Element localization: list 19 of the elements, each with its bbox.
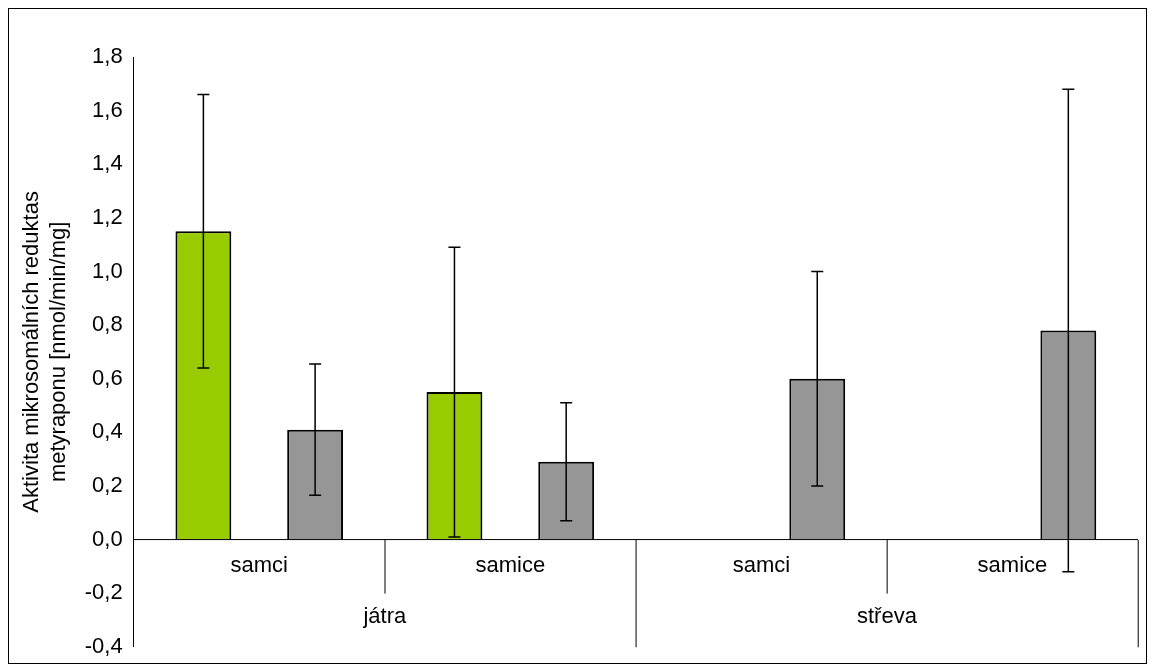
y-tick-label: 0,0	[92, 525, 123, 551]
x-tick-label: samci	[732, 552, 791, 578]
y-tick-label: 1,4	[92, 150, 123, 176]
x-tick-label: samice	[977, 552, 1048, 578]
y-axis-title: Aktivita mikrosomálních reduktas metyraponu [nmol/min/mg]	[18, 191, 70, 513]
annotation: játra	[362, 602, 407, 628]
y-tick-label: 0,4	[92, 418, 123, 444]
x-tick-label: samice	[475, 552, 546, 578]
y-tick-label: 0,8	[92, 311, 123, 337]
y-tick-label: -0,4	[84, 632, 123, 658]
annotation: střeva	[856, 602, 918, 628]
y-tick-label: 1,2	[92, 203, 123, 229]
y-tick-label: -0,2	[84, 579, 123, 605]
y-tick-label: 0,6	[92, 364, 123, 390]
y-tick-label: 1,6	[92, 96, 123, 122]
y-tick-label: 1,0	[92, 257, 123, 283]
x-tick-label: samci	[230, 552, 288, 578]
y-tick-label: 0,2	[92, 472, 123, 498]
y-tick-label: 1,8	[92, 43, 123, 69]
